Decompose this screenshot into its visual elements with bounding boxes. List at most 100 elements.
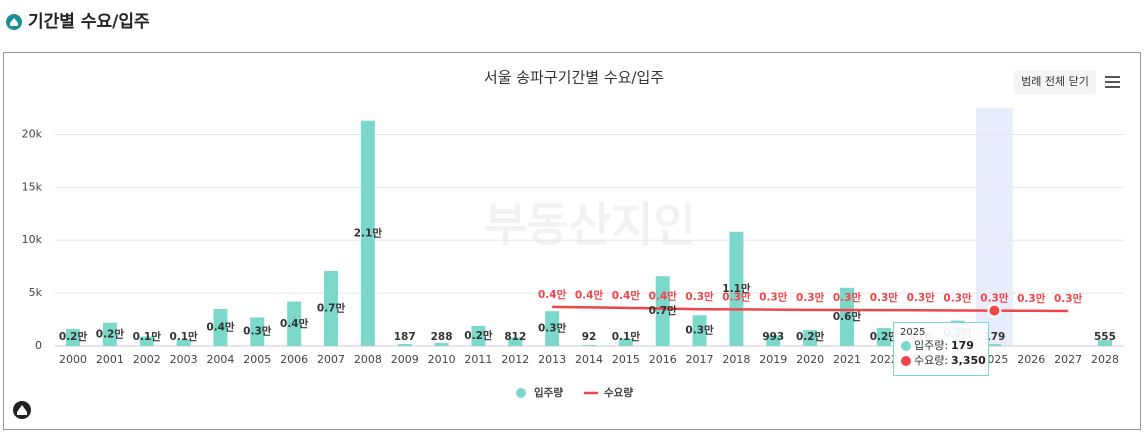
x-tick-label: 2008 bbox=[354, 353, 382, 366]
x-tick-label: 2016 bbox=[649, 353, 677, 366]
bar bbox=[729, 231, 744, 346]
line-value-label: 0.3만 bbox=[722, 290, 751, 303]
bar bbox=[692, 315, 707, 346]
x-tick-label: 2007 bbox=[317, 353, 345, 366]
tooltip-item-value: 179 bbox=[951, 339, 974, 352]
bar-value-label: 92 bbox=[582, 331, 597, 343]
x-tick-label: 2009 bbox=[391, 353, 419, 366]
bar bbox=[102, 322, 117, 346]
bar bbox=[250, 317, 265, 346]
bar bbox=[839, 287, 854, 346]
bar bbox=[176, 339, 191, 346]
bar bbox=[508, 337, 523, 346]
bar-value-label: 187 bbox=[394, 331, 416, 343]
bar-value-label: 0.2만 bbox=[870, 330, 899, 343]
x-tick-label: 2011 bbox=[464, 353, 492, 366]
logo-house bbox=[17, 405, 27, 415]
bar bbox=[66, 329, 81, 346]
bar-value-label: 0.2만 bbox=[59, 330, 88, 343]
x-tick-label: 2013 bbox=[538, 353, 566, 366]
x-tick-label: 2017 bbox=[686, 353, 714, 366]
page-title: 기간별 수요/입주 bbox=[28, 12, 150, 32]
bar-value-label: 0.1만 bbox=[612, 330, 641, 343]
bar bbox=[360, 120, 375, 347]
bar-value-label: 0.3만 bbox=[538, 322, 567, 335]
bar bbox=[434, 342, 449, 346]
line-value-label: 0.3만 bbox=[1017, 292, 1046, 305]
x-tick-label: 2012 bbox=[501, 353, 529, 366]
bar bbox=[324, 270, 339, 346]
bar-value-label: 0.3만 bbox=[243, 325, 272, 338]
y-tick-label: 0 bbox=[35, 339, 42, 352]
demand-line bbox=[552, 305, 1069, 313]
bar-value-label: 0.6만 bbox=[833, 310, 862, 323]
line-value-label: 0.3만 bbox=[943, 291, 972, 304]
x-tick-label: 2000 bbox=[59, 353, 87, 366]
chart-title: 서울 송파구기간별 수요/입주 bbox=[484, 69, 664, 87]
x-tick-label: 2018 bbox=[722, 353, 750, 366]
bar-value-label: 0.2만 bbox=[464, 329, 493, 342]
bar-value-label: 993 bbox=[762, 331, 784, 343]
x-tick-label: 2010 bbox=[428, 353, 456, 366]
bar bbox=[287, 301, 302, 346]
hover-dot bbox=[987, 303, 1002, 318]
legend-toggle[interactable] bbox=[1014, 70, 1096, 94]
line-value-label: 0.3만 bbox=[907, 291, 936, 304]
x-tick-label: 2006 bbox=[280, 353, 308, 366]
x-tick-label: 2028 bbox=[1091, 353, 1119, 366]
bar bbox=[766, 335, 781, 346]
x-tick-label: 2003 bbox=[170, 353, 198, 366]
line-value-label: 0.4만 bbox=[612, 289, 641, 302]
tooltip-item-value: 3,350 bbox=[951, 354, 986, 367]
line-value-label: 0.3만 bbox=[759, 291, 788, 304]
y-tick-label: 20k bbox=[22, 127, 43, 140]
bar bbox=[582, 345, 596, 346]
bar bbox=[397, 344, 412, 346]
bar bbox=[139, 336, 154, 346]
bar-value-label: 0.3만 bbox=[685, 324, 714, 337]
bar bbox=[655, 276, 670, 346]
bar bbox=[876, 328, 891, 346]
bar-value-label: 2.1만 bbox=[354, 226, 383, 239]
bar-value-label: 0.2만 bbox=[96, 327, 125, 340]
bar-value-label: 288 bbox=[431, 331, 453, 343]
x-tick-label: 2027 bbox=[1054, 353, 1082, 366]
line-value-label: 0.4만 bbox=[575, 288, 604, 301]
tooltip-title: 2025 bbox=[900, 327, 925, 338]
line-value-label: 0.4만 bbox=[538, 288, 567, 301]
line-value-label: 0.3만 bbox=[796, 291, 825, 304]
y-tick-label: 15k bbox=[22, 180, 43, 193]
x-tick-label: 2014 bbox=[575, 353, 603, 366]
x-tick-label: 2002 bbox=[133, 353, 161, 366]
x-tick-label: 2026 bbox=[1017, 353, 1045, 366]
bar-value-label: 0.4만 bbox=[206, 320, 235, 333]
bar bbox=[1097, 340, 1112, 346]
y-tick-label: 10k bbox=[22, 233, 43, 246]
bar bbox=[987, 344, 1002, 346]
bar bbox=[803, 330, 818, 346]
bar-value-label: 0.4만 bbox=[280, 317, 309, 330]
x-tick-label: 2019 bbox=[759, 353, 787, 366]
x-tick-label: 2022 bbox=[870, 353, 898, 366]
bar-value-label: 0.1만 bbox=[169, 330, 198, 343]
x-tick-label: 2020 bbox=[796, 353, 824, 366]
tooltip-swatch bbox=[901, 356, 911, 366]
line-value-label: 0.3만 bbox=[833, 291, 862, 304]
x-tick-label: 2015 bbox=[612, 353, 640, 366]
legend-toggle-label[interactable]: 범례 전체 닫기 bbox=[1021, 75, 1089, 88]
menu-icon[interactable] bbox=[1105, 76, 1120, 88]
bar bbox=[618, 338, 633, 346]
x-tick-label: 2005 bbox=[243, 353, 271, 366]
bar-value-label: 1.1만 bbox=[722, 282, 751, 295]
bar-value-label: 0.7만 bbox=[649, 304, 678, 317]
tooltip-item-label: 수요량: bbox=[914, 354, 948, 367]
line-value-label: 0.3만 bbox=[980, 292, 1009, 305]
watermark: 부동산지인 bbox=[484, 198, 696, 252]
line-value-label: 0.3만 bbox=[1054, 292, 1083, 305]
bar bbox=[213, 308, 228, 346]
bar-value-label: 0.1만 bbox=[133, 330, 162, 343]
line-value-label: 0.3만 bbox=[685, 290, 714, 303]
bar-value-label: 555 bbox=[1094, 331, 1116, 343]
